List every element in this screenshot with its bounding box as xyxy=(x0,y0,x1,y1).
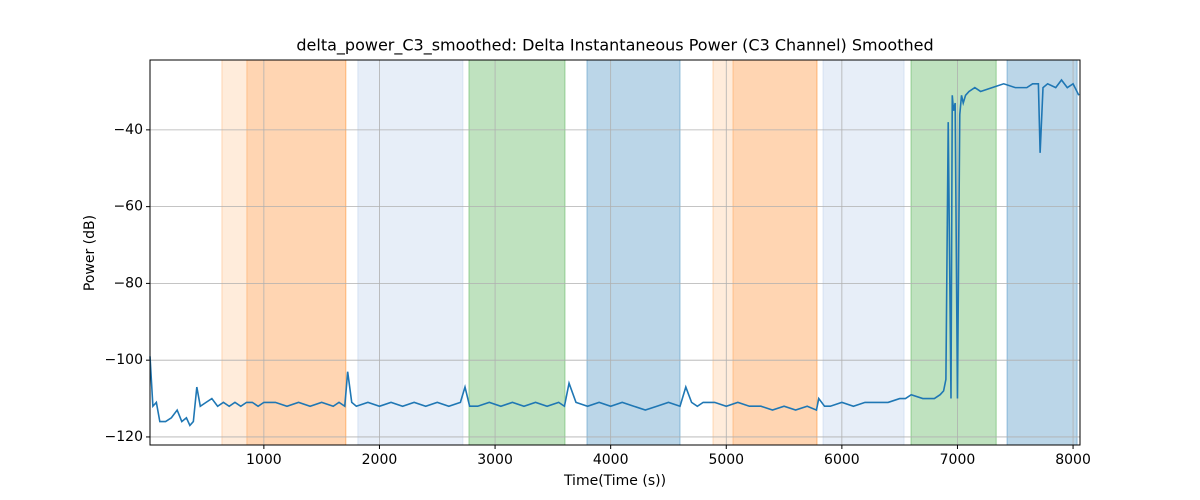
shaded-span xyxy=(357,59,464,446)
x-tick-label: 2000 xyxy=(362,452,398,468)
plot-frame xyxy=(149,59,1081,446)
shaded-span xyxy=(586,59,681,446)
y-axis-label: Power (dB) xyxy=(82,215,98,291)
x-tick-label: 8000 xyxy=(1055,452,1091,468)
x-tick-label: 4000 xyxy=(593,452,629,468)
shaded-span xyxy=(910,59,997,446)
shaded-span xyxy=(822,59,905,446)
shaded-span xyxy=(732,59,818,446)
x-tick-label: 7000 xyxy=(940,452,976,468)
y-tick-label: −60 xyxy=(113,199,143,215)
y-tick-label: −40 xyxy=(113,122,143,138)
x-tick-label: 3000 xyxy=(477,452,513,468)
data-line xyxy=(149,78,1080,427)
y-tick-label: −120 xyxy=(105,429,143,445)
x-axis-label: Time(Time (s)) xyxy=(563,473,666,489)
y-tick-label: −100 xyxy=(105,352,143,368)
x-tick-label: 6000 xyxy=(824,452,860,468)
x-tick-label: 1000 xyxy=(246,452,282,468)
shaded-span xyxy=(246,59,347,446)
chart-title: delta_power_C3_smoothed: Delta Instantan… xyxy=(296,36,933,56)
shaded-span xyxy=(468,59,566,446)
shaded-span xyxy=(221,59,347,446)
x-tick-label: 5000 xyxy=(708,452,744,468)
y-tick-label: −80 xyxy=(113,275,143,291)
